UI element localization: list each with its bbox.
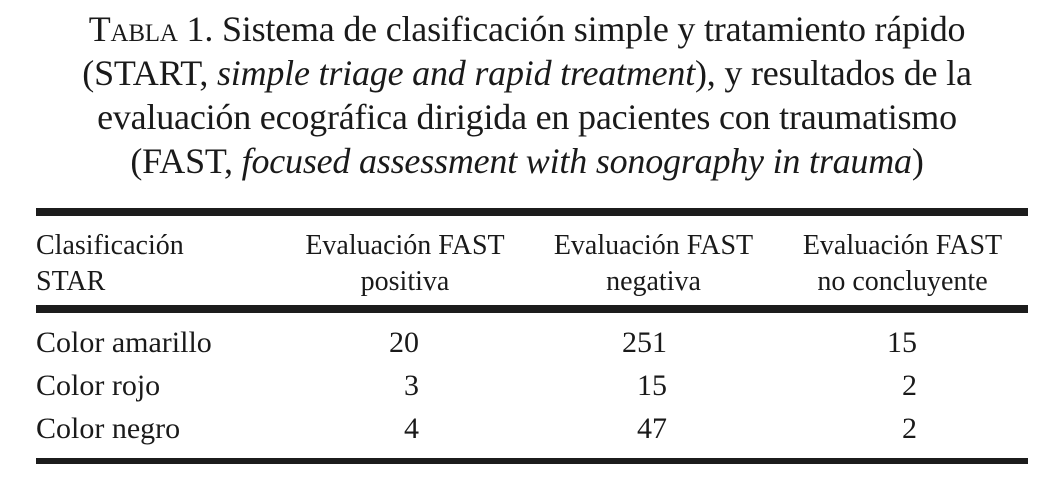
value-cell: 4	[404, 412, 419, 445]
caption-line-4-pre: (FAST,	[130, 141, 242, 181]
caption-line-3: evaluación ecográfica dirigida en pacien…	[97, 97, 957, 137]
table-number: Tabla 1.	[88, 9, 214, 49]
value-cell: 20	[389, 326, 419, 359]
caption-line-4-post: )	[911, 141, 924, 181]
value-cell: 15	[887, 326, 917, 359]
header-line: negativa	[606, 266, 701, 297]
caption-line-1-text: Sistema de clasificación simple y tratam…	[213, 9, 966, 49]
table-header: Clasificación STAR Evaluación FAST posit…	[36, 212, 1028, 313]
table-row-color-rojo: Color rojo 3 15 2	[36, 364, 1028, 407]
header-row: Clasificación STAR Evaluación FAST posit…	[36, 212, 1028, 313]
caption-line-2-italic: simple triage and rapid treatment	[216, 53, 695, 93]
caption-line-2-post: ), y resultados de la	[695, 53, 972, 93]
header-line: Evaluación FAST	[305, 230, 505, 261]
row-label-cell: Color amarillo	[36, 326, 212, 359]
column-header-clasificacion-star: Clasificación STAR	[36, 212, 280, 313]
value-cell: 3	[404, 369, 419, 402]
column-header-fast-negativa: Evaluación FAST negativa	[530, 212, 777, 313]
column-header-fast-positiva: Evaluación FAST positiva	[280, 212, 530, 313]
table-row-color-amarillo: Color amarillo 20 251 15	[36, 309, 1028, 364]
header-line: Clasificación	[36, 230, 184, 261]
header-line: no concluyente	[817, 266, 988, 297]
value-cell: 47	[637, 412, 667, 445]
row-label-cell: Color negro	[36, 412, 181, 445]
value-cell: 15	[637, 369, 667, 402]
caption-line-1: Tabla 1. Sistema de clasificación simple…	[0, 7, 1054, 51]
value-cell: 2	[902, 412, 917, 445]
table-body: Color amarillo 20 251 15 Color rojo 3 15…	[36, 309, 1028, 461]
caption-line-2-pre: (START,	[82, 53, 217, 93]
row-label-cell: Color rojo	[36, 369, 161, 402]
table-caption: Tabla 1. Sistema de clasificación simple…	[0, 7, 1054, 183]
caption-line-4-italic: focused assessment with sonography in tr…	[241, 141, 912, 181]
start-fast-results-table: Clasificación STAR Evaluación FAST posit…	[36, 208, 1028, 464]
header-line: positiva	[360, 266, 450, 297]
value-cell: 2	[902, 369, 917, 402]
table-row-color-negro: Color negro 4 47 2	[36, 407, 1028, 461]
column-header-fast-no-concluyente: Evaluación FAST no concluyente	[777, 212, 1028, 313]
value-cell: 251	[622, 326, 667, 359]
header-line: Evaluación FAST	[553, 230, 754, 261]
header-line: Evaluación FAST	[802, 230, 1003, 261]
caption-line-4: (FAST, focused assessment with sonograph…	[0, 139, 1054, 183]
header-line: STAR	[36, 266, 106, 297]
caption-line-2: (START, simple triage and rapid treatmen…	[0, 51, 1054, 95]
